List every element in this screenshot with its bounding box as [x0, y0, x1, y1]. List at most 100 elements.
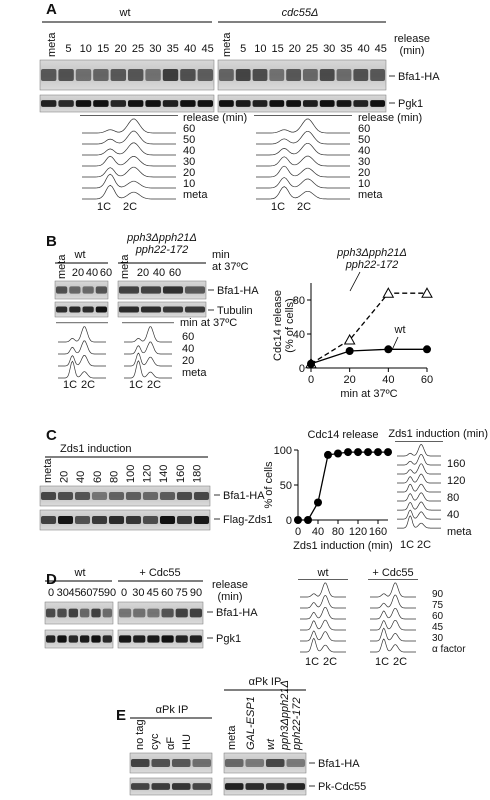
blot-band: [286, 783, 305, 790]
blot: [44, 601, 114, 625]
label: 2C: [123, 201, 137, 213]
blot-band: [194, 492, 209, 500]
label: 75: [432, 600, 444, 611]
label: wt: [74, 567, 86, 579]
label: meta: [221, 32, 233, 57]
blot-band: [58, 69, 74, 81]
blot-band: [151, 783, 170, 790]
label: meta: [56, 254, 68, 279]
blot: [39, 509, 211, 531]
blot-band: [286, 759, 305, 767]
label: 25: [306, 43, 318, 55]
blot-band: [102, 635, 112, 643]
y-tick-label: 80: [293, 295, 305, 307]
blot-band: [286, 69, 301, 81]
label: 20: [289, 43, 301, 55]
label: meta: [46, 32, 58, 57]
label: 2C: [297, 201, 311, 213]
blot-band: [57, 608, 67, 618]
x-tick-label: 40: [312, 526, 324, 538]
x-axis-label: min at 37ºC: [340, 388, 397, 400]
blot-band: [92, 516, 107, 524]
y-tick-label: 100: [274, 445, 292, 457]
label: 20: [358, 167, 370, 179]
blot: [117, 280, 207, 300]
blot-band: [58, 492, 73, 500]
facs-profile: [370, 607, 416, 620]
blot-band: [56, 306, 68, 313]
blot-band: [41, 100, 57, 107]
blot-band: [141, 306, 161, 313]
facs-profile: [370, 619, 416, 631]
facs-profile: [300, 619, 346, 631]
label: 2C: [393, 656, 407, 668]
label: 15: [271, 43, 283, 55]
x-tick-label: 60: [421, 374, 433, 386]
label: 60: [169, 267, 181, 279]
facs-profile: [256, 130, 350, 145]
facs-profile: [82, 173, 176, 189]
label: 80: [108, 471, 120, 483]
facs-profile: [256, 155, 350, 167]
label: meta: [226, 725, 238, 750]
blot-band: [133, 635, 146, 643]
label: Zds1 induction (min): [388, 428, 488, 440]
y-tick-label: 0: [299, 363, 305, 375]
blot-band: [225, 783, 244, 790]
blot-band: [252, 100, 268, 107]
label: 20: [72, 267, 84, 279]
blot-band: [75, 516, 90, 524]
facs-profile: [397, 483, 441, 493]
y-tick-label: 50: [280, 480, 292, 492]
label: Bfa1-HA: [216, 607, 258, 619]
blot-band: [319, 69, 335, 81]
label: + Cdc55: [372, 567, 413, 579]
blot-band: [145, 100, 161, 107]
x-tick-label: 40: [382, 374, 394, 386]
blot-band: [353, 69, 369, 81]
label: release: [394, 33, 430, 45]
label: min at 37ºC: [180, 317, 237, 329]
facs-profile: [370, 627, 416, 642]
label: 75: [92, 587, 104, 599]
label: 40: [182, 343, 194, 355]
label: 2C: [323, 656, 337, 668]
blot-band: [58, 516, 73, 524]
facs-profile: [300, 637, 346, 653]
blot-band: [119, 608, 132, 618]
label: 90: [432, 589, 444, 600]
label: 45: [68, 587, 80, 599]
blot-band: [46, 608, 56, 618]
label: 1C: [129, 379, 143, 391]
blot-band: [163, 306, 183, 313]
label: 40: [447, 509, 459, 521]
label: cdc55Δ: [282, 7, 319, 19]
label: min: [212, 249, 230, 261]
blot: [39, 485, 211, 507]
label: αPk IP: [156, 704, 189, 716]
blot-band: [95, 306, 107, 313]
facs-profile: [256, 142, 350, 156]
label: 20: [59, 471, 71, 483]
blot-band: [245, 783, 264, 790]
label: 40: [358, 145, 370, 157]
data-point: [364, 448, 372, 457]
blot-band: [75, 492, 90, 500]
blot-band: [353, 100, 369, 107]
facs-profile: [397, 509, 441, 520]
blot-band: [82, 286, 94, 294]
label: Bfa1-HA: [217, 285, 259, 297]
blot: [44, 629, 114, 649]
label: 100: [125, 465, 137, 483]
blot-band: [128, 69, 144, 81]
label: meta: [119, 254, 131, 279]
series-line: [298, 451, 388, 521]
label: 40: [184, 43, 196, 55]
series-line: [310, 348, 427, 365]
blot-band: [109, 492, 124, 500]
blot-band: [161, 608, 174, 618]
label: 120: [142, 465, 154, 483]
facs-profile: [124, 326, 172, 343]
facs-profile: [397, 515, 441, 529]
